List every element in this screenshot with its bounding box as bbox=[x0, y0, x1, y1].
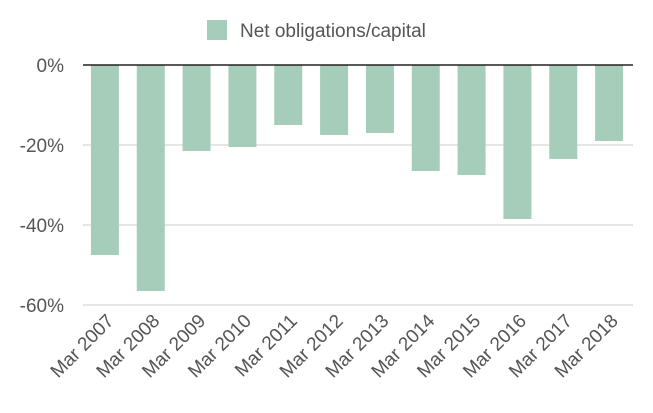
legend: Net obligations/capital bbox=[207, 20, 426, 42]
legend-label: Net obligations/capital bbox=[240, 21, 426, 42]
bar bbox=[228, 65, 257, 147]
y-axis-tick-labels: 0% -20% -40% -60% bbox=[20, 56, 64, 317]
bar bbox=[90, 65, 119, 255]
y-tick-label: -60% bbox=[20, 296, 64, 317]
y-tick-label: 0% bbox=[37, 56, 65, 77]
bar bbox=[503, 65, 532, 219]
bar bbox=[182, 65, 211, 151]
bar bbox=[457, 65, 486, 175]
gridlines bbox=[83, 144, 633, 306]
y-tick-label: -40% bbox=[20, 216, 64, 237]
bar bbox=[411, 65, 440, 171]
bar bbox=[595, 65, 624, 141]
legend-swatch bbox=[207, 20, 227, 40]
bars bbox=[90, 65, 624, 291]
bar bbox=[365, 65, 394, 133]
bar bbox=[549, 65, 578, 159]
y-tick-label: -20% bbox=[20, 136, 64, 157]
bar bbox=[274, 65, 303, 125]
bar bbox=[320, 65, 349, 135]
bar bbox=[136, 65, 165, 291]
